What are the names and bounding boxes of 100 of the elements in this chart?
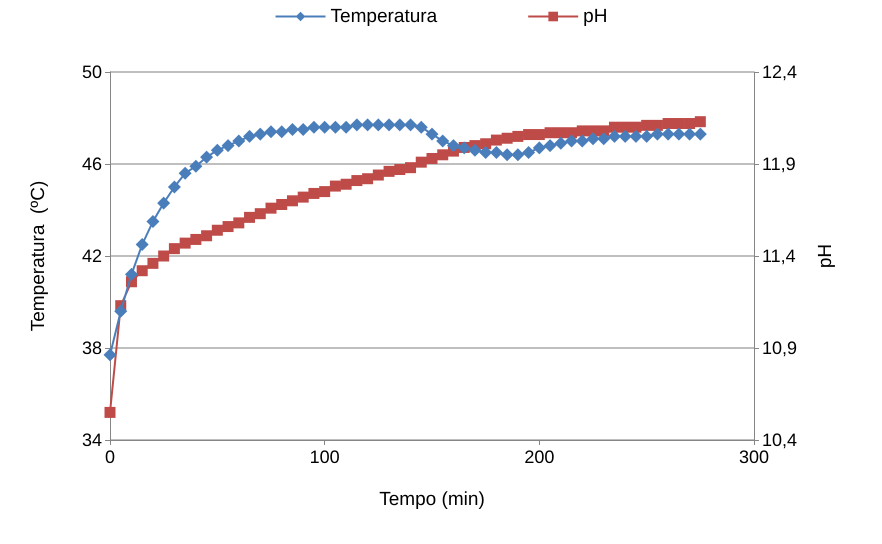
point [276,198,288,210]
point [190,234,202,245]
point [437,149,448,160]
point [233,217,244,228]
point [618,130,632,143]
point [222,139,235,152]
point [662,118,674,130]
point [436,134,450,148]
y-tick-label: 34 [82,430,102,450]
point [168,243,180,254]
point [544,127,556,138]
y-tick-label: 46 [82,154,102,174]
point [296,123,310,136]
point [210,144,224,157]
point [136,238,149,251]
point [319,186,330,198]
point [147,258,158,269]
x-tick-label: 300 [738,447,770,467]
point [286,195,298,206]
point [512,130,524,142]
point [544,139,557,152]
point [275,125,288,138]
point [212,224,223,236]
point [114,304,128,318]
point [405,162,416,174]
x-tick-label: 200 [524,447,554,467]
point [178,166,192,180]
point [694,128,707,141]
point [426,152,438,164]
point [158,250,170,262]
point [620,122,631,133]
point [586,132,600,146]
point [350,118,364,132]
point [146,215,160,228]
point [683,128,696,141]
point [222,221,234,232]
point [318,120,332,134]
point [104,406,116,418]
point [502,132,513,144]
point [479,146,492,159]
point [157,196,170,210]
y2-tick-label: 10,9 [762,338,798,358]
point [534,129,545,140]
x-tick-label: 100 [310,447,340,467]
y2-tick-label: 11,4 [762,246,796,266]
point [330,180,341,192]
point [124,268,138,281]
point [104,348,116,362]
point [136,265,148,276]
point [384,166,395,177]
point [500,148,514,162]
point [576,134,589,148]
point [340,120,353,134]
point [189,160,202,173]
point [244,212,256,223]
point [351,175,362,186]
point [672,128,686,141]
y2-tick-label: 12,4 [762,62,798,82]
point [416,156,427,168]
point [554,136,568,150]
point [532,141,546,154]
point [393,118,406,132]
point [254,128,267,141]
point [404,118,418,132]
point [361,118,374,132]
point [662,128,675,141]
point [232,134,246,148]
y2-axis-title: pH [815,244,836,268]
point [490,134,502,146]
y2-tick-label: 10,4 [762,430,798,450]
point [694,116,706,128]
point [629,130,642,143]
point [490,146,503,159]
point [308,188,320,199]
point [200,150,214,164]
y-axis-title: Temperatura (ºC) [28,180,49,332]
point [372,118,385,132]
point [362,173,374,184]
point [446,139,460,152]
point [180,238,191,249]
point [394,164,406,176]
point [254,208,266,220]
point [576,125,588,136]
y-tick-label: 50 [82,62,102,82]
point [511,148,524,162]
point [684,118,696,130]
point [640,130,654,143]
x-tick-label: 0 [104,447,116,467]
point [201,230,212,242]
point [630,122,642,133]
point [468,144,482,157]
point [426,128,438,141]
point [565,134,578,148]
point [266,202,276,214]
point [673,118,684,130]
point [382,118,396,132]
point [555,127,566,138]
point [328,120,342,134]
point [264,125,278,138]
point [608,130,621,143]
